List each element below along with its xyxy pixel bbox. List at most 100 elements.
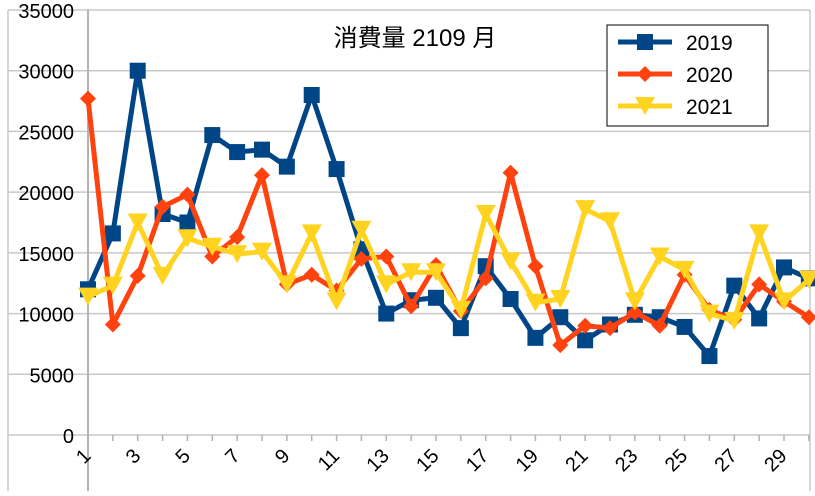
triangle-marker [575,200,596,219]
diamond-marker [303,266,320,283]
series-line-2020 [85,98,811,348]
square-marker [254,141,270,158]
diamond-marker [626,304,643,321]
triangle-marker [525,293,546,312]
x-tick-label: 11 [314,445,344,475]
triangle-marker [624,292,645,311]
y-tick-label: 30000 [18,62,74,84]
triangle-marker [376,275,397,294]
diamond-marker [751,276,768,293]
diamond-marker [353,250,370,267]
diamond-marker [80,90,96,107]
triangle-marker [798,270,815,289]
x-tick-label: 29 [760,445,791,476]
diamond-marker [637,66,653,82]
diamond-marker [502,164,519,181]
x-tick-label: 1 [72,445,95,468]
triangle-marker [649,247,670,266]
square-marker [378,305,395,322]
diamond-marker [154,198,171,215]
square-marker [104,225,121,242]
diamond-marker [229,229,246,246]
y-tick-label: 10000 [18,305,74,327]
y-tick-label: 25000 [18,122,74,144]
square-marker [204,127,221,144]
y-tick-label: 0 [63,426,74,448]
diamond-marker [179,186,196,203]
triangle-marker [252,242,272,261]
triangle-marker [351,220,372,239]
triangle-marker [426,263,446,282]
diamond-marker [129,267,146,284]
square-marker [129,62,146,79]
square-marker [577,332,594,349]
x-tick-label: 3 [122,445,145,468]
triangle-marker [152,266,173,285]
x-tick-label: 19 [512,445,543,476]
x-tick-label: 7 [221,445,244,468]
series-2021 [78,200,815,330]
triangle-marker [450,300,471,319]
diamond-marker [254,167,270,184]
square-marker [328,161,345,178]
triangle-marker [78,287,98,306]
triangle-marker [401,263,422,282]
triangle-marker [500,252,521,271]
square-marker [179,214,196,231]
triangle-marker [674,260,695,279]
diamond-marker [204,248,221,265]
triangle-marker [635,97,655,115]
x-tick-label: 5 [172,445,195,468]
diamond-marker [577,317,594,334]
x-tick-label: 21 [561,445,592,476]
triangle-marker [301,224,322,243]
legend-label-2021: 2021 [686,96,733,119]
x-tick-label: 15 [412,445,443,476]
legend-label-2020: 2020 [686,64,733,87]
diamond-marker [477,270,494,287]
triangle-marker [127,213,148,232]
diamond-marker [602,320,618,337]
triangle-marker [550,290,571,308]
y-tick-labels: 0 5000 10000 15000 20000 25000 30000 35000 [18,1,74,448]
x-tick-label: 13 [363,445,394,476]
square-marker [637,34,653,50]
square-marker [751,310,768,327]
triangle-marker [724,311,745,330]
triangle-marker [326,292,347,311]
x-tick-label: 9 [271,445,294,468]
triangle-marker [276,275,297,294]
x-tick-label: 25 [661,445,692,476]
y-tick-label: 15000 [18,244,74,266]
triangle-marker [475,205,496,223]
triangle-marker [202,237,223,256]
diamond-marker [378,248,395,265]
square-marker [552,309,569,326]
diamond-marker [800,309,815,326]
triangle-marker [600,212,620,231]
square-marker [776,259,792,276]
diamond-marker [104,316,121,333]
x-tick-label: 17 [462,445,493,476]
triangle-marker [102,276,123,295]
triangle-marker [227,245,248,264]
y-tick-label: 5000 [30,365,75,387]
x-tick-label: 27 [711,445,742,476]
triangle-marker [699,304,720,323]
triangle-marker [177,229,198,248]
triangle-marker [749,224,770,243]
square-marker [726,277,743,294]
square-marker [303,87,320,103]
square-marker [527,329,544,346]
square-marker [278,158,295,175]
x-tick-label: 23 [611,445,642,476]
axes [7,10,811,491]
series-line-2021 [86,206,811,324]
series-group [78,62,815,365]
square-marker [229,144,246,161]
chart-title: 消費量 2109 月 [334,25,497,52]
diamond-marker [403,298,420,315]
triangle-marker [774,292,794,311]
y-tick-label: 20000 [18,183,74,205]
